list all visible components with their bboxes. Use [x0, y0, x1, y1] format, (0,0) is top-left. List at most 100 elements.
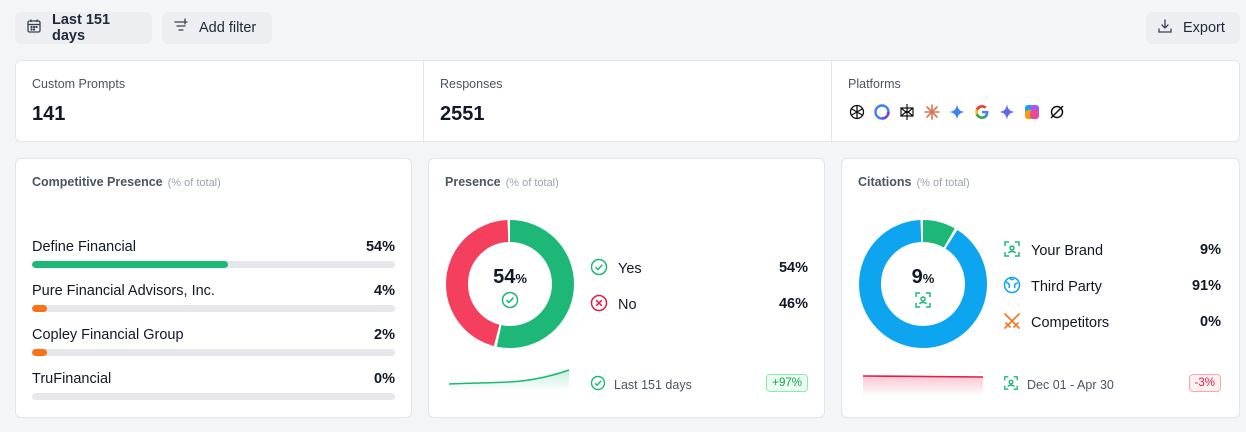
globe-icon — [1003, 276, 1021, 298]
export-button[interactable]: Export — [1146, 12, 1240, 44]
legend-pct: 0% — [1200, 314, 1221, 330]
stat-value: 2551 — [440, 103, 485, 125]
toolbar: Last 151 days Add filter Export — [15, 12, 1240, 44]
brand-scan-icon — [883, 291, 963, 314]
microsoft-copilot-icon[interactable] — [1023, 103, 1041, 121]
trend-badge: -3% — [1188, 374, 1221, 392]
presence-donut-chart — [446, 220, 574, 348]
swords-icon — [1003, 312, 1021, 334]
check-circle-icon — [590, 375, 606, 394]
card-title-text: Presence — [445, 175, 501, 189]
presence-center-unit: % — [515, 271, 527, 286]
card-title-text: Competitive Presence — [32, 175, 163, 189]
stats-row: Custom Prompts 141 Responses 2551 Platfo… — [15, 60, 1240, 142]
legend-yes: Yes — [590, 258, 642, 280]
presence-period: Last 151 days — [590, 375, 692, 394]
competitor-bar-fill — [32, 305, 47, 312]
donut-slice-third-party — [859, 220, 987, 348]
period-label: Dec 01 - Apr 30 — [1027, 377, 1114, 392]
period-label: Last 151 days — [614, 377, 692, 392]
legend-pct: 91% — [1191, 278, 1221, 294]
legend-label: Competitors — [1031, 315, 1110, 331]
export-label: Export — [1183, 20, 1225, 36]
stat-label: Custom Prompts — [32, 77, 126, 91]
legend-your-brand: Your Brand — [1003, 240, 1103, 262]
gemini-alt-icon[interactable] — [998, 103, 1016, 121]
competitor-bar-track — [32, 349, 395, 356]
competitor-pct: 54% — [365, 239, 395, 255]
openai-icon[interactable] — [848, 103, 866, 121]
competitor-name: TruFinancial — [32, 371, 112, 387]
card-title: Presence (% of total) — [445, 175, 559, 189]
citations-center: 9% — [883, 266, 963, 314]
trend-badge: +97% — [766, 374, 808, 392]
legend-pct: 54% — [778, 260, 808, 276]
date-range-button[interactable]: Last 151 days — [15, 12, 152, 44]
download-icon — [1157, 18, 1173, 38]
legend-label: No — [618, 297, 637, 313]
donut-slice-no — [446, 220, 574, 348]
stat-label: Platforms — [848, 77, 901, 91]
legend-label: Yes — [618, 261, 642, 277]
competitor-bar-track — [32, 393, 395, 400]
citations-center-number: 9 — [911, 266, 923, 288]
competitor-bar-track — [32, 261, 395, 268]
presence-sparkline — [449, 369, 569, 391]
copilot-ring-icon[interactable] — [873, 103, 891, 121]
brand-scan-icon — [1003, 375, 1019, 394]
donut-slice-yes — [446, 220, 574, 348]
legend-no: No — [590, 294, 637, 316]
citations-card: Citations (% of total) 9% Your Brand 9% T… — [841, 158, 1240, 418]
add-filter-label: Add filter — [199, 20, 257, 36]
card-title-text: Citations — [858, 175, 912, 189]
competitor-pct: 0% — [374, 371, 395, 387]
stat-custom-prompts: Custom Prompts 141 — [16, 61, 424, 141]
platform-icons — [848, 103, 1223, 121]
competitor-bar-track — [32, 305, 395, 312]
card-subtitle: (% of total) — [916, 177, 970, 189]
filter-icon — [173, 18, 189, 38]
competitor-name: Define Financial — [32, 239, 136, 255]
legend-pct: 46% — [778, 296, 808, 312]
legend-competitors: Competitors — [1003, 312, 1109, 334]
competitor-pct: 2% — [374, 327, 395, 343]
stat-value: 141 — [32, 103, 66, 125]
date-range-label: Last 151 days — [52, 12, 111, 44]
stat-label: Responses — [440, 77, 503, 91]
google-icon[interactable] — [973, 103, 991, 121]
competitor-name: Copley Financial Group — [32, 327, 184, 343]
presence-card: Presence (% of total) 54% Yes 54% No 46% … — [428, 158, 825, 418]
check-circle-icon — [590, 258, 608, 280]
presence-center-value: 54% — [470, 266, 550, 289]
stat-responses: Responses 2551 — [424, 61, 832, 141]
add-filter-button[interactable]: Add filter — [162, 12, 272, 44]
presence-center: 54% — [470, 266, 550, 314]
legend-pct: 9% — [1200, 242, 1221, 258]
grok-icon[interactable] — [1048, 103, 1066, 121]
presence-center-number: 54 — [493, 266, 516, 288]
citations-center-unit: % — [922, 271, 935, 286]
citations-center-value: 9% — [883, 266, 963, 289]
perplexity-icon[interactable] — [898, 103, 916, 121]
check-circle-icon — [470, 291, 550, 314]
donut-slice-your-brand — [859, 220, 987, 348]
citations-period: Dec 01 - Apr 30 — [1003, 375, 1114, 394]
stat-platforms: Platforms — [832, 61, 1239, 141]
competitor-name: Pure Financial Advisors, Inc. — [32, 283, 215, 299]
competitor-pct: 4% — [374, 283, 395, 299]
competitor-bar-fill — [32, 261, 229, 268]
card-subtitle: (% of total) — [167, 177, 221, 189]
calendar-icon — [26, 18, 42, 38]
claude-icon[interactable] — [923, 103, 941, 121]
legend-label: Your Brand — [1031, 243, 1104, 259]
x-circle-icon — [590, 294, 608, 316]
legend-third-party: Third Party — [1003, 276, 1102, 298]
citations-sparkline — [863, 375, 983, 396]
card-subtitle: (% of total) — [505, 177, 559, 189]
citations-donut-chart — [859, 220, 987, 348]
legend-label: Third Party — [1031, 279, 1102, 295]
gemini-icon[interactable] — [948, 103, 966, 121]
card-title: Competitive Presence (% of total) — [32, 175, 221, 189]
brand-scan-icon — [1003, 240, 1021, 262]
competitor-bar-fill — [32, 349, 47, 356]
